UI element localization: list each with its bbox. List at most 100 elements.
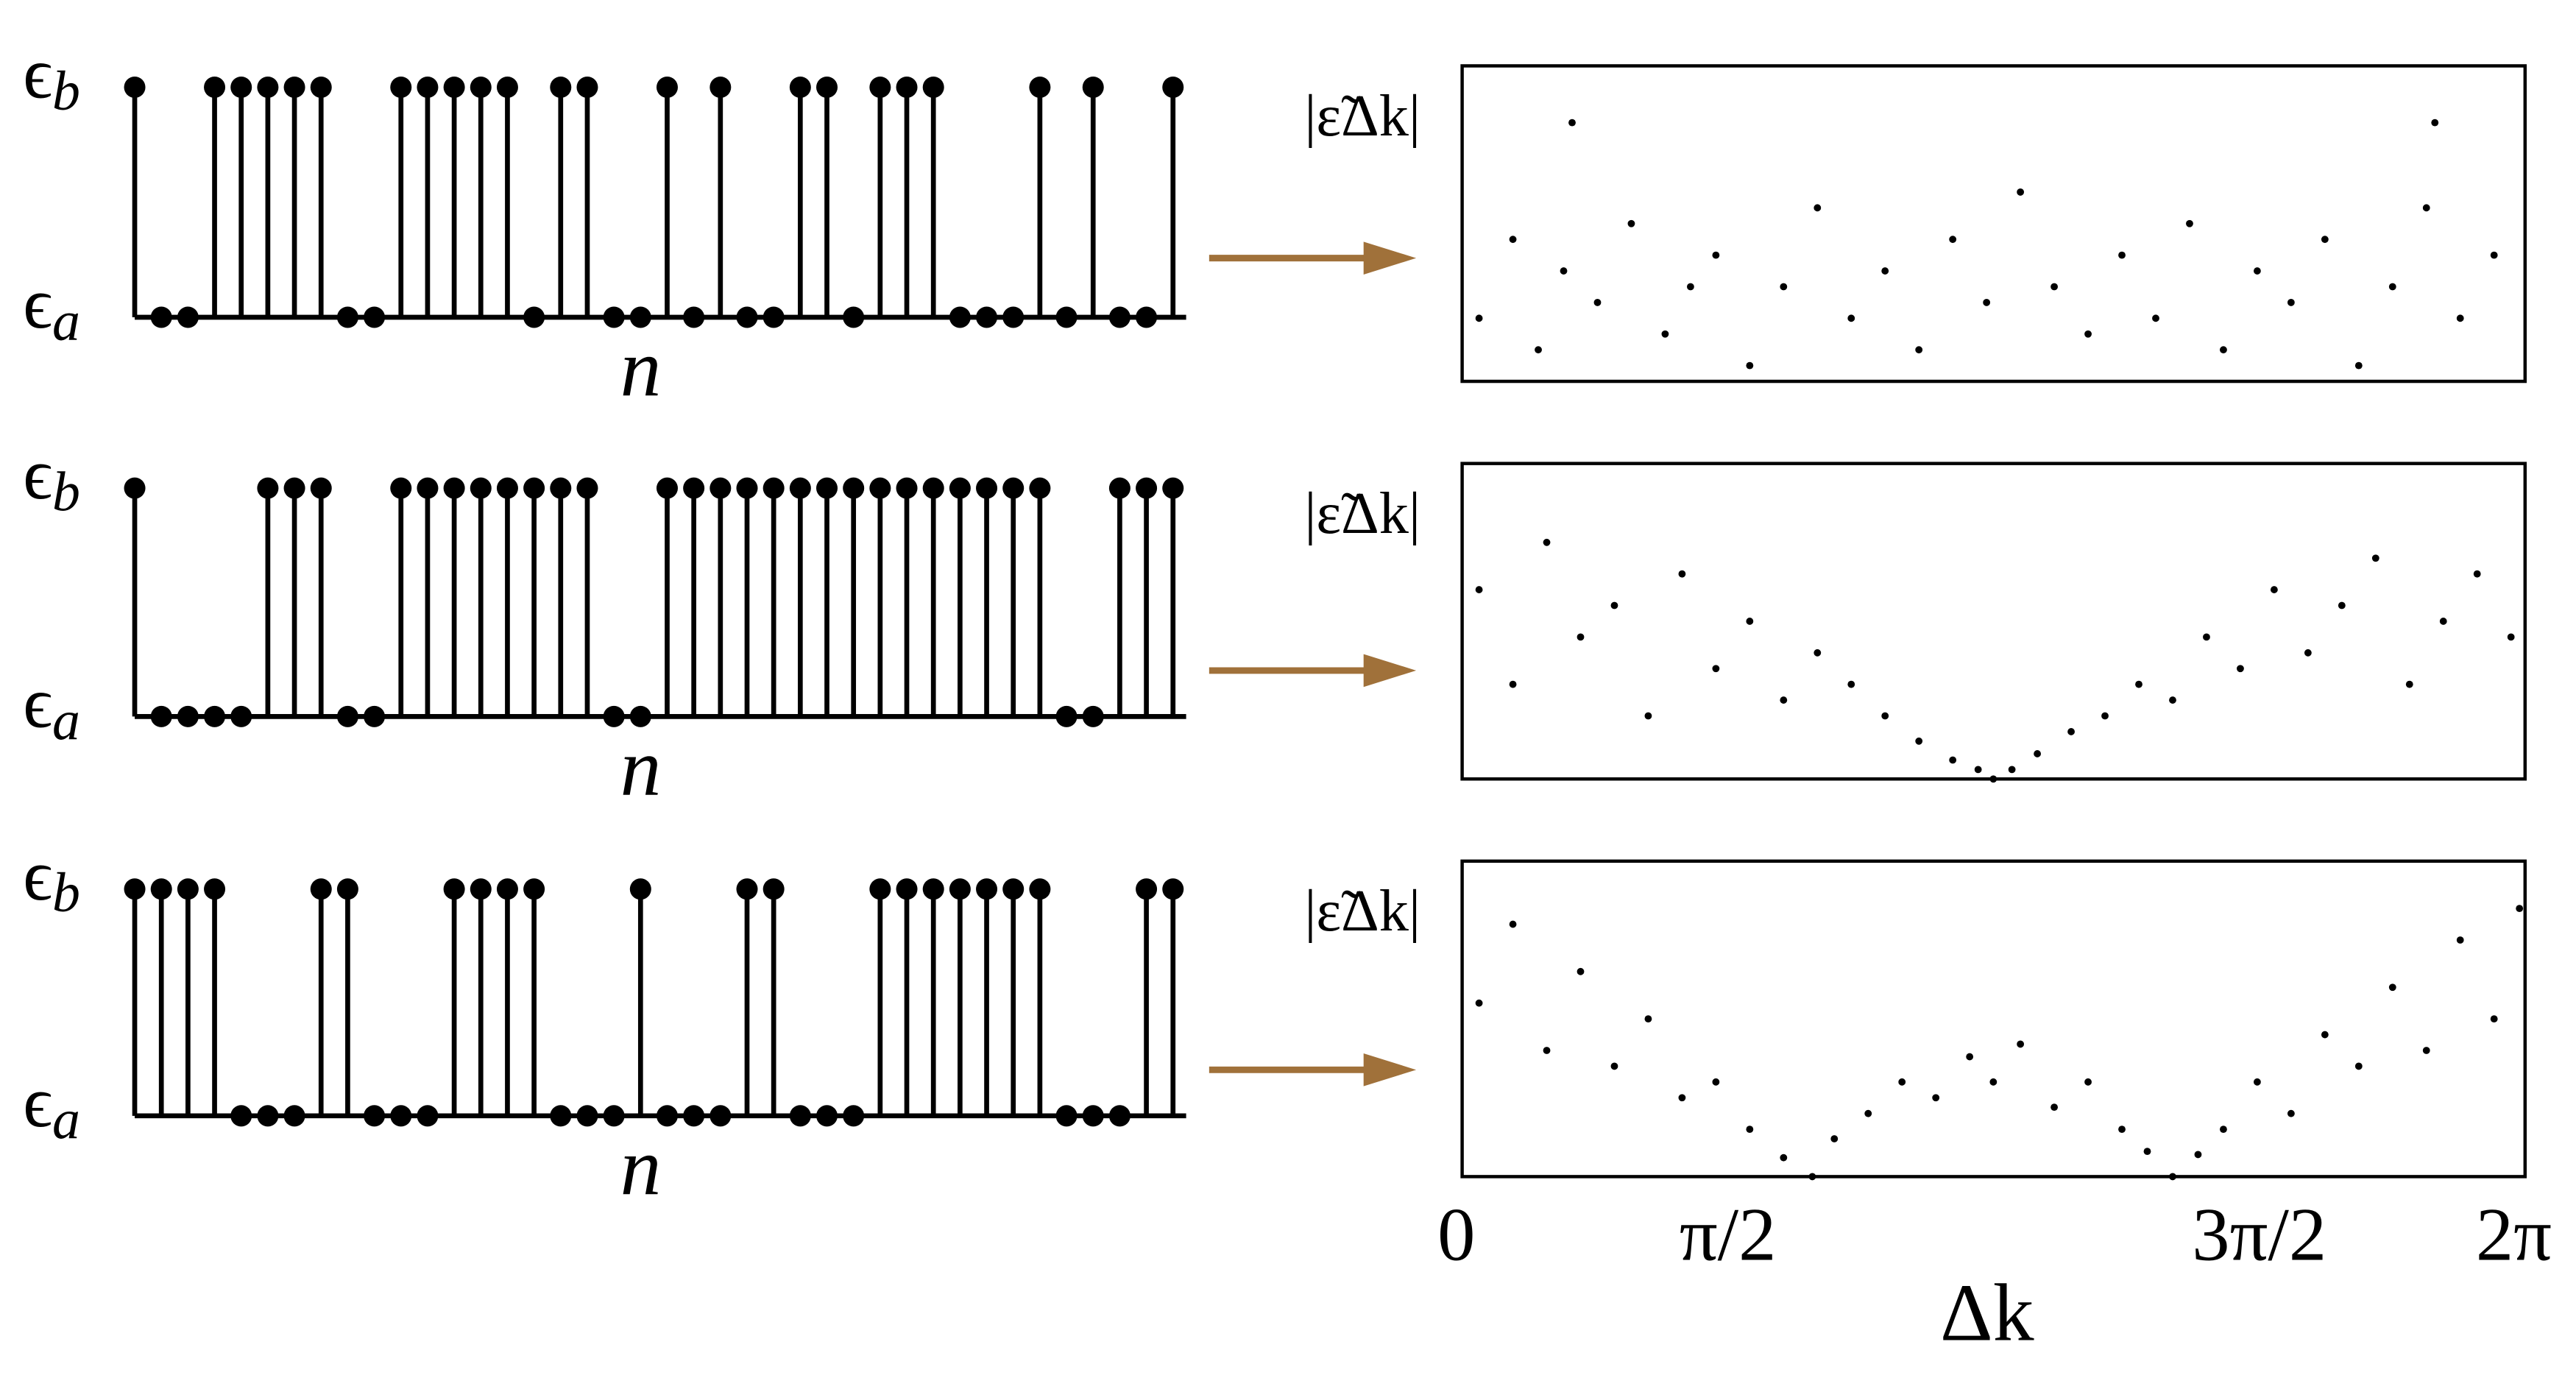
scatter-point <box>1678 1094 1686 1102</box>
scatter-point <box>1881 712 1889 720</box>
scatter-point <box>1949 756 1957 764</box>
stem-dot <box>283 76 305 98</box>
scatter-point <box>2354 361 2363 370</box>
scatter-point <box>2321 236 2329 244</box>
stem-dot <box>603 306 625 328</box>
stem-dot <box>1108 477 1130 499</box>
y-tick-label: ϵb <box>23 434 80 523</box>
stem-dot <box>922 76 944 98</box>
scatter-point <box>1847 680 1855 688</box>
stem-dot <box>257 76 279 98</box>
scatter-point <box>1543 538 1551 546</box>
stem-dot <box>1055 306 1078 328</box>
stem-dot <box>843 477 865 499</box>
stem-dot <box>283 477 305 499</box>
stem-dot <box>150 878 172 900</box>
stem-dot <box>922 878 944 900</box>
stem-dot <box>843 1105 865 1127</box>
stem-dot <box>1108 1105 1130 1127</box>
stem-dot <box>523 306 545 328</box>
scatter-point <box>2253 1078 2261 1086</box>
stem-dot <box>336 306 358 328</box>
scatter-point <box>1746 361 1754 370</box>
stem-dot <box>1162 76 1184 98</box>
stem-dot <box>736 878 758 900</box>
stem-dot <box>390 477 412 499</box>
scatter-point <box>1577 633 1585 641</box>
stem-dot <box>390 76 412 98</box>
scatter-point <box>2008 766 2016 774</box>
scatter-point <box>2101 712 2109 720</box>
stem-dot <box>1108 306 1130 328</box>
stem-dot <box>1082 1105 1104 1127</box>
scatter-point <box>1509 680 1517 688</box>
scatter-point <box>2304 649 2312 657</box>
scatter-point <box>2118 1126 2126 1134</box>
scatter-point <box>1475 586 1483 593</box>
stem-dot <box>683 306 705 328</box>
scatter-point <box>1808 1173 1816 1181</box>
y-axis-label: |ε̃Δk| <box>1304 481 1420 546</box>
scatter-point <box>2169 696 2176 704</box>
scatter-point <box>1830 1135 1839 1142</box>
scatter-point <box>2338 601 2346 610</box>
scatter-point <box>1898 1078 1906 1086</box>
stem-dot <box>1136 878 1158 900</box>
scatter-point <box>2439 618 2447 625</box>
stem-dot <box>603 705 625 727</box>
stem-dot <box>603 1105 625 1127</box>
stem-dot <box>150 306 172 328</box>
plot-frame <box>1460 462 2527 781</box>
stem-dot <box>177 705 199 727</box>
stem-dot <box>417 477 439 499</box>
scatter-point <box>2456 936 2464 944</box>
scatter-point <box>1610 1062 1618 1070</box>
scatter-point <box>1932 1094 1940 1102</box>
scatter-point <box>1535 346 1542 354</box>
plot-frame <box>1460 64 2527 384</box>
x-tick-label: 0 <box>1437 1193 1475 1276</box>
stem-dot <box>124 878 146 900</box>
scatter-point <box>2067 728 2075 735</box>
stem-dot <box>177 878 199 900</box>
stem-dot <box>949 306 971 328</box>
scatter-point <box>1712 251 1720 259</box>
stem-dot <box>736 477 758 499</box>
scatter-point <box>1915 737 1923 745</box>
stem-dot <box>204 705 226 727</box>
stem-dot <box>1029 76 1051 98</box>
scatter-point <box>2253 267 2261 275</box>
stem-dot <box>257 1105 279 1127</box>
scatter-point <box>2473 570 2481 578</box>
stem-dot <box>816 76 838 98</box>
stem-dot <box>762 878 785 900</box>
scatter-point <box>2354 1062 2363 1070</box>
arrow-head <box>1363 1053 1417 1087</box>
stem-dot <box>1002 477 1025 499</box>
stem-dot <box>204 878 226 900</box>
stem-dot <box>417 1105 439 1127</box>
scatter-point <box>1644 1015 1652 1023</box>
scatter-point <box>1814 649 1822 657</box>
scatter-point <box>2388 983 2396 992</box>
stem-dot <box>576 76 598 98</box>
stem-dot <box>656 1105 678 1127</box>
scatter-point <box>2143 1148 2151 1156</box>
scatter-point <box>2220 1126 2227 1134</box>
stem-dot <box>1029 477 1051 499</box>
scatter-point <box>2203 633 2210 641</box>
stem-dot <box>869 477 891 499</box>
scatter-point <box>1644 712 1652 720</box>
stem-dot <box>869 76 891 98</box>
scatter-point <box>2422 204 2430 212</box>
stem-dot <box>124 76 146 98</box>
scatter-point <box>2270 586 2278 593</box>
scatter-point <box>1475 999 1483 1007</box>
stem-dot <box>177 306 199 328</box>
stem-dot <box>710 76 732 98</box>
stem-dot <box>843 306 865 328</box>
stem-dot <box>629 705 651 727</box>
stem-dot <box>283 1105 305 1127</box>
stem-dot <box>310 477 332 499</box>
scatter-point <box>2152 314 2159 322</box>
